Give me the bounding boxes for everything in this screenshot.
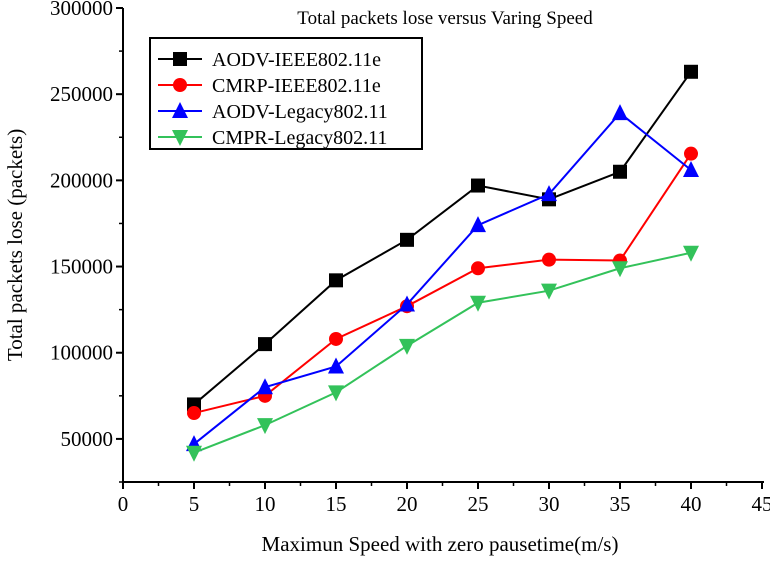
y-axis-label: Total packets lose (packets) xyxy=(3,129,27,361)
legend-label: AODV-Legacy802.11 xyxy=(212,101,388,123)
square-marker xyxy=(258,337,272,351)
x-axis-label: Maximun Speed with zero pausetime(m/s) xyxy=(262,532,619,556)
triangle-up-marker xyxy=(470,216,486,232)
square-marker xyxy=(329,273,343,287)
x-tick-label: 10 xyxy=(255,492,276,516)
square-marker xyxy=(471,179,485,193)
triangle-down-marker xyxy=(257,418,273,434)
chart-title: Total packets lose versus Varing Speed xyxy=(297,8,593,29)
square-marker xyxy=(173,52,187,66)
circle-marker xyxy=(471,261,485,275)
circle-marker xyxy=(187,406,201,420)
y-tick-label: 50000 xyxy=(61,427,114,451)
circle-marker xyxy=(542,253,556,267)
legend-label: CMPR-Legacy802.11 xyxy=(212,127,387,149)
x-tick-label: 5 xyxy=(189,492,200,516)
circle-marker xyxy=(684,147,698,161)
y-tick-label: 250000 xyxy=(50,82,113,106)
triangle-down-marker xyxy=(328,385,344,401)
triangle-down-marker xyxy=(399,339,415,355)
x-tick-label: 15 xyxy=(326,492,347,516)
y-tick-label: 100000 xyxy=(50,341,113,365)
x-tick-label: 0 xyxy=(118,492,129,516)
x-tick-label: 25 xyxy=(468,492,489,516)
x-tick-label: 30 xyxy=(539,492,560,516)
x-tick-label: 40 xyxy=(681,492,702,516)
y-tick-label: 150000 xyxy=(50,255,113,279)
legend-label: CMRP-IEEE802.11e xyxy=(212,75,381,97)
triangle-up-marker xyxy=(612,104,628,120)
circle-marker xyxy=(329,332,343,346)
series-1 xyxy=(187,147,698,420)
triangle-down-marker xyxy=(470,296,486,312)
legend: AODV-IEEE802.11e CMRP-IEEE802.11e AODV-Leg… xyxy=(150,38,422,149)
x-tick-label: 45 xyxy=(752,492,770,516)
legend-label: AODV-IEEE802.11e xyxy=(212,49,381,71)
y-tick-label: 300000 xyxy=(50,0,113,20)
square-marker xyxy=(613,165,627,179)
triangle-up-marker xyxy=(328,358,344,374)
series-3 xyxy=(186,246,699,462)
circle-marker xyxy=(173,78,187,92)
x-tick-label: 35 xyxy=(610,492,631,516)
square-marker xyxy=(684,65,698,79)
y-tick-label: 200000 xyxy=(50,168,113,192)
series-line xyxy=(194,154,691,413)
square-marker xyxy=(400,233,414,247)
triangle-down-marker xyxy=(186,446,202,462)
x-tick-label: 20 xyxy=(397,492,418,516)
